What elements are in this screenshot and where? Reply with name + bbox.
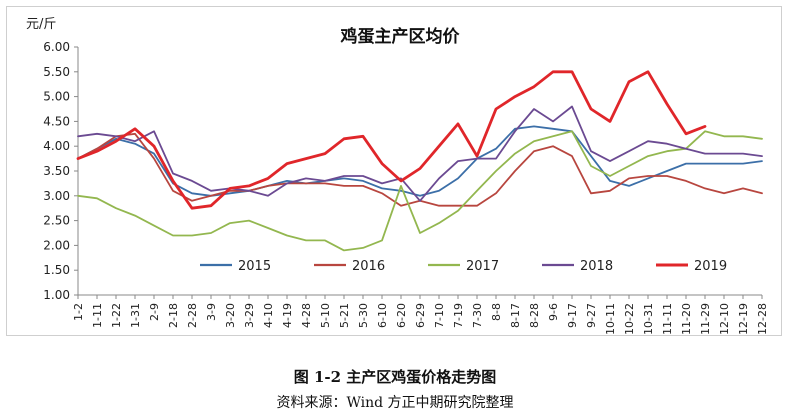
y-tick-label: 1.00 <box>43 288 70 302</box>
x-tick-label: 6-20 <box>395 303 408 328</box>
x-tick-label: 3-20 <box>224 303 237 328</box>
x-tick-label: 6-10 <box>376 303 389 328</box>
x-tick-label: 4-10 <box>262 303 275 328</box>
series-line-2019 <box>76 70 707 210</box>
x-tick-label: 8-8 <box>490 303 503 321</box>
series-line-2015 <box>77 125 763 197</box>
x-tick-label: 1-31 <box>129 303 142 328</box>
legend-label-2015: 2015 <box>238 259 271 274</box>
legend: 2015 2016 2017 2018 2019 <box>200 259 727 274</box>
x-tick-label: 11-20 <box>680 303 693 335</box>
chart-frame <box>6 6 782 336</box>
x-tick-label: 11-29 <box>699 303 712 335</box>
x-tick-label: 1-22 <box>110 303 123 328</box>
x-tick-label: 9-6 <box>547 303 560 321</box>
y-axis: 1.00 1.50 2.00 2.50 3.00 3.50 4.00 4.50 5.00 5.50… <box>43 40 79 302</box>
figure-caption: 图 1-2 主产区鸡蛋价格走势图 <box>293 368 497 386</box>
y-tick-label: 5.50 <box>43 65 70 79</box>
x-tick-label: 4-28 <box>300 303 313 328</box>
y-tick-label: 6.00 <box>43 40 70 54</box>
x-tick-label: 9-17 <box>566 303 579 328</box>
x-tick-label: 3-29 <box>243 303 256 328</box>
x-tick-label: 7-30 <box>471 303 484 328</box>
x-tick-label: 7-10 <box>433 303 446 328</box>
x-tick-label: 12-10 <box>718 303 731 335</box>
y-tick-label: 3.50 <box>43 164 70 178</box>
legend-label-2017: 2017 <box>466 259 499 274</box>
x-tick-label: 2-18 <box>167 303 180 328</box>
legend-label-2019: 2019 <box>694 259 727 274</box>
legend-label-2016: 2016 <box>352 259 385 274</box>
x-tick-label: 2-9 <box>148 303 161 321</box>
legend-label-2018: 2018 <box>580 259 613 274</box>
chart-title: 鸡蛋主产区均价 <box>340 26 461 47</box>
x-tick-label: 1-11 <box>91 303 104 328</box>
x-tick-label: 5-21 <box>338 303 351 328</box>
x-tick-label: 6-29 <box>414 303 427 328</box>
x-tick-label: 8-17 <box>509 303 522 328</box>
y-tick-label: 4.00 <box>43 139 70 153</box>
series-line-2017 <box>77 130 763 252</box>
x-tick-label: 10-22 <box>623 303 636 335</box>
y-tick-label: 4.50 <box>43 114 70 128</box>
x-tick-label: 4-19 <box>281 303 294 328</box>
y-tick-label: 2.50 <box>43 214 70 228</box>
x-tick-label: 5-30 <box>357 303 370 328</box>
y-tick-label: 3.00 <box>43 189 70 203</box>
y-tick-label: 2.00 <box>43 238 70 252</box>
x-tick-label: 5-10 <box>319 303 332 328</box>
x-tick-label: 12-19 <box>737 303 750 335</box>
y-tick-label: 1.50 <box>43 263 70 277</box>
x-tick-label: 9-27 <box>585 303 598 328</box>
x-tick-label: 10-11 <box>604 303 617 335</box>
series-line-2018 <box>77 105 763 202</box>
x-tick-label: 12-28 <box>756 303 769 335</box>
y-axis-unit-label: 元/斤 <box>26 17 56 32</box>
source-note: 资料来源：Wind 方正中期研究院整理 <box>276 395 514 411</box>
series-lines <box>76 70 763 252</box>
x-tick-label: 8-28 <box>528 303 541 328</box>
x-axis: 1-2 1-11 1-22 1-31 2-9 2-18 2-28 3-9 3-20 3-29 4-1… <box>72 294 769 335</box>
y-tick-label: 5.00 <box>43 90 70 104</box>
x-tick-label: 3-9 <box>205 303 218 321</box>
x-tick-label: 2-28 <box>186 303 199 328</box>
x-tick-label: 10-31 <box>642 303 655 335</box>
x-tick-label: 7-19 <box>452 303 465 328</box>
line-chart: 鸡蛋主产区均价 元/斤 1.00 1.50 2.00 2.50 3.00 3.50 4.00… <box>26 17 769 335</box>
x-tick-label: 1-2 <box>72 303 85 321</box>
x-tick-label: 11-11 <box>661 303 674 335</box>
